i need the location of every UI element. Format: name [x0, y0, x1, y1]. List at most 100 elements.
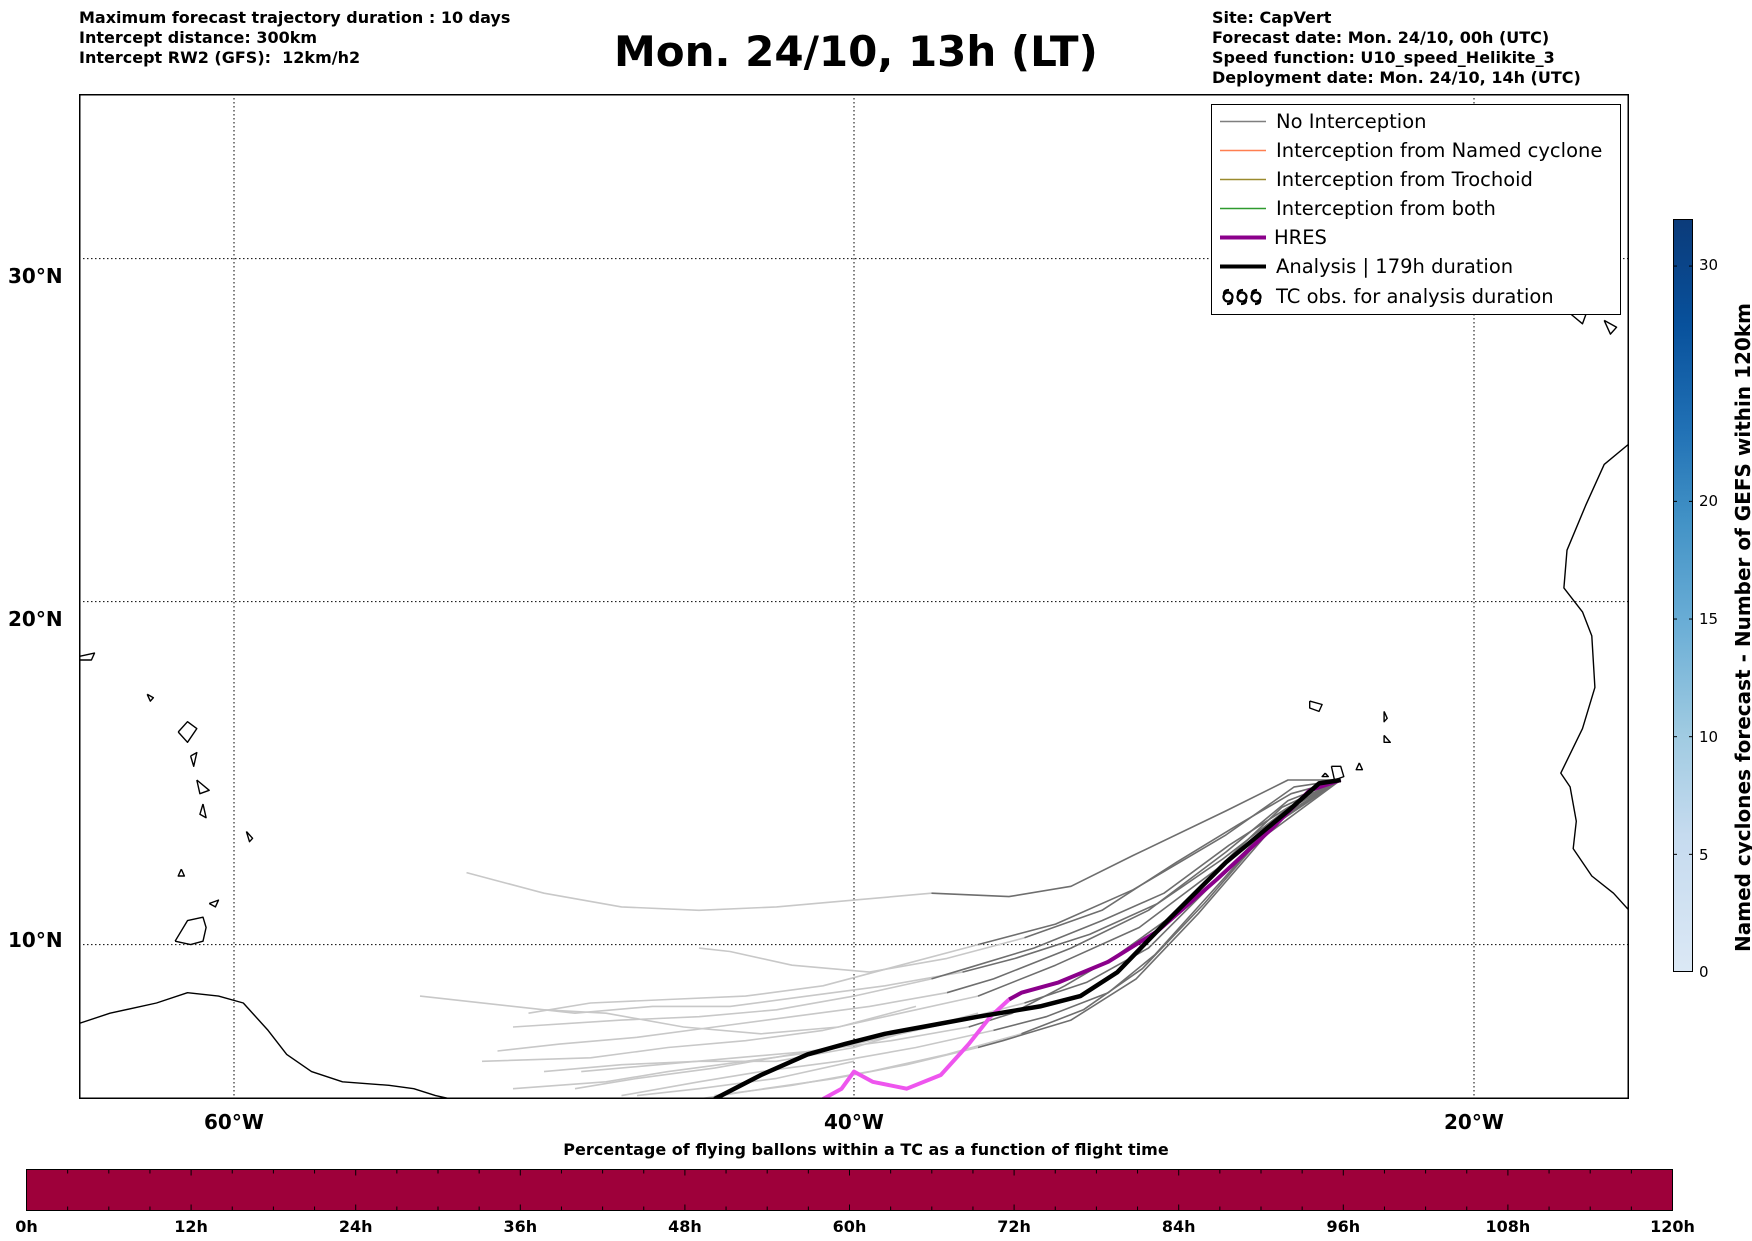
cape-verde-island	[1321, 772, 1329, 778]
vertical-colorbar-ticks	[1673, 265, 1693, 972]
colorbar-time-label: 108h	[1485, 1217, 1531, 1236]
trajectories-dark	[931, 779, 1342, 1049]
tobago-coastline	[208, 899, 220, 908]
info-line: Intercept distance: 300km	[79, 28, 318, 47]
canary-island	[1603, 319, 1618, 335]
trajectory-no-interception	[1024, 779, 1342, 1004]
antilles-island	[189, 751, 198, 767]
legend-item: No Interception	[1212, 107, 1620, 136]
colorbar-time-label: 24h	[338, 1217, 373, 1236]
trajectory-no-interception	[1024, 779, 1341, 939]
trajectory-light	[512, 1012, 979, 1090]
header-left-info: Maximum forecast trajectory duration : 1…	[79, 8, 510, 68]
trajectory-no-interception	[931, 779, 1341, 898]
trajectory-light	[581, 1026, 969, 1073]
africa-coastline	[1560, 443, 1629, 911]
legend-label: HRES	[1274, 226, 1327, 249]
info-line: Speed function: U10_speed_Helikite_3	[1212, 48, 1555, 67]
cyclone-symbol-icon	[1222, 288, 1262, 306]
info-line: Maximum forecast trajectory duration : 1…	[79, 8, 511, 27]
hres-trajectory-late	[822, 998, 1011, 1099]
colorbar-axis-label: Named cyclones forecast - Number of GEFS…	[1731, 303, 1752, 952]
lat-label-20: 20°N	[8, 607, 63, 631]
trajectory-no-interception	[946, 779, 1341, 994]
trajectory-no-interception	[962, 779, 1342, 973]
trajectory-light	[698, 1046, 979, 1099]
colorbar-tick-label: 10	[1699, 728, 1719, 746]
info-line: Deployment date: Mon. 24/10, 14h (UTC)	[1212, 68, 1581, 87]
legend-label: Analysis | 179h duration	[1276, 255, 1514, 278]
coastlines	[79, 299, 1629, 1099]
colorbar-tick-label: 20	[1699, 492, 1719, 510]
horizontal-colorbar	[26, 1169, 1673, 1211]
trajectory-light	[466, 871, 932, 912]
trajectory-map	[79, 94, 1629, 1099]
antilles-island	[177, 868, 186, 877]
analysis-trajectory	[713, 777, 1342, 1099]
legend-item: Interception from Named cyclone	[1212, 136, 1620, 165]
trajectory-light	[636, 1060, 855, 1097]
trajectory-no-interception	[977, 779, 1341, 946]
trajectory-no-interception	[977, 779, 1342, 997]
antilles-island	[146, 693, 155, 702]
cape-verde-island	[1330, 765, 1345, 781]
cape-verde-island	[1309, 700, 1323, 713]
page-title: Mon. 24/10, 13h (LT)	[614, 27, 1098, 76]
colorbar-fill	[26, 1169, 1673, 1211]
map-legend: No Interception Interception from Named …	[1211, 104, 1621, 315]
legend-item: Interception from Trochoid	[1212, 165, 1620, 194]
info-line: Site: CapVert	[1212, 8, 1332, 27]
lat-label-30: 30°N	[8, 264, 63, 288]
legend-item: HRES	[1212, 223, 1620, 252]
legend-label: Interception from Named cyclone	[1276, 139, 1603, 162]
colorbar-time-label: 120h	[1650, 1217, 1695, 1236]
trajectory-light	[512, 978, 932, 1028]
lon-label-40w: 40°W	[824, 1110, 884, 1134]
trajectory-light	[698, 937, 1025, 973]
trajectory-light	[528, 943, 979, 1014]
antilles-island	[245, 831, 254, 843]
colorbar-minor-ticks	[26, 1169, 1673, 1211]
lat-label-10: 10°N	[8, 928, 63, 952]
horizontal-colorbar-title: Percentage of flying ballons within a TC…	[563, 1140, 1169, 1159]
legend-line-sample	[1220, 149, 1266, 152]
colorbar-time-label: 36h	[503, 1217, 538, 1236]
trajectory-light	[481, 995, 979, 1063]
trajectory-light	[497, 991, 948, 1052]
legend-label: TC obs. for analysis duration	[1276, 285, 1554, 308]
trajectory-light	[621, 1029, 994, 1097]
cape-verde-island	[1383, 711, 1388, 723]
antilles-island	[196, 779, 210, 795]
gridlines	[79, 94, 1629, 1099]
info-line: Forecast date: Mon. 24/10, 00h (UTC)	[1212, 28, 1550, 47]
colorbar-time-label: 48h	[668, 1217, 702, 1236]
legend-line-sample	[1220, 120, 1266, 123]
map-frame	[79, 94, 1629, 1099]
legend-line-sample	[1220, 264, 1266, 269]
cape-verde-island	[1355, 762, 1364, 771]
south-america-coastline	[79, 992, 455, 1099]
trajectory-light	[419, 971, 963, 1014]
legend-item: Analysis | 179h duration	[1212, 252, 1620, 281]
vertical-colorbar	[1673, 219, 1693, 972]
legend-item: TC obs. for analysis duration	[1212, 282, 1620, 311]
trinidad-coastline	[174, 916, 207, 946]
colorbar-time-label: 72h	[997, 1217, 1031, 1236]
colorbar-time-label: 96h	[1326, 1217, 1361, 1236]
legend-label: No Interception	[1276, 110, 1427, 133]
colorbar-tick-label: 15	[1699, 610, 1719, 628]
antilles-island	[177, 721, 198, 743]
colorbar-time-label: 60h	[832, 1217, 867, 1236]
colorbar-tick-label: 0	[1699, 963, 1709, 981]
info-line: Intercept RW2 (GFS): 12km/h2	[79, 48, 361, 67]
lon-label-60w: 60°W	[204, 1110, 264, 1134]
trajectory-light	[543, 1005, 917, 1035]
colorbar-time-label: 0h	[15, 1217, 38, 1236]
legend-label: Interception from Trochoid	[1276, 168, 1533, 191]
legend-line-sample	[1220, 207, 1266, 210]
legend-item: Interception from both	[1212, 194, 1620, 223]
legend-label: Interception from both	[1276, 197, 1496, 220]
legend-line-sample	[1220, 178, 1266, 181]
cape-verde-island	[1383, 734, 1391, 743]
colorbar-time-label: 84h	[1161, 1217, 1196, 1236]
